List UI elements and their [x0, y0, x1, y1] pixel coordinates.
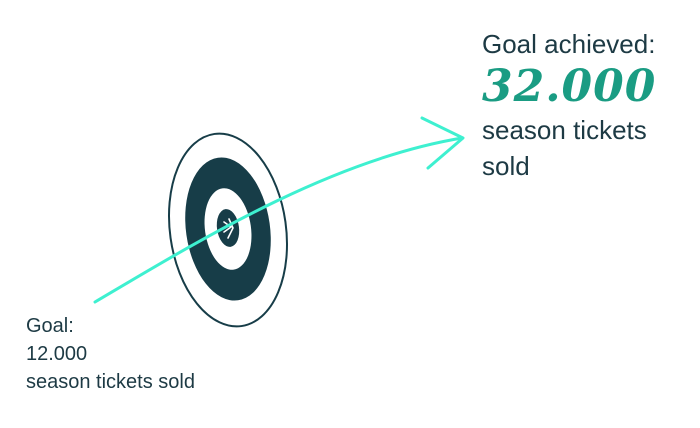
goal-value: 12.000 [26, 343, 88, 365]
goal-achieved-value: 32.000 [482, 61, 657, 112]
goal-achieved-block: Goal achieved: 32.000 season tickets sol… [482, 28, 692, 184]
target-icon [167, 132, 289, 328]
trajectory-arrow-icon [93, 116, 465, 304]
goal-block: Goal: 12.000 season tickets sold [26, 312, 266, 396]
goal-achieved-label: Goal achieved: [482, 29, 656, 59]
goal-label: Goal: [26, 315, 74, 337]
goal-achieved-desc-line2: sold [482, 151, 530, 181]
goal-desc: season tickets sold [26, 371, 195, 393]
goal-achieved-desc-line1: season tickets [482, 115, 647, 145]
